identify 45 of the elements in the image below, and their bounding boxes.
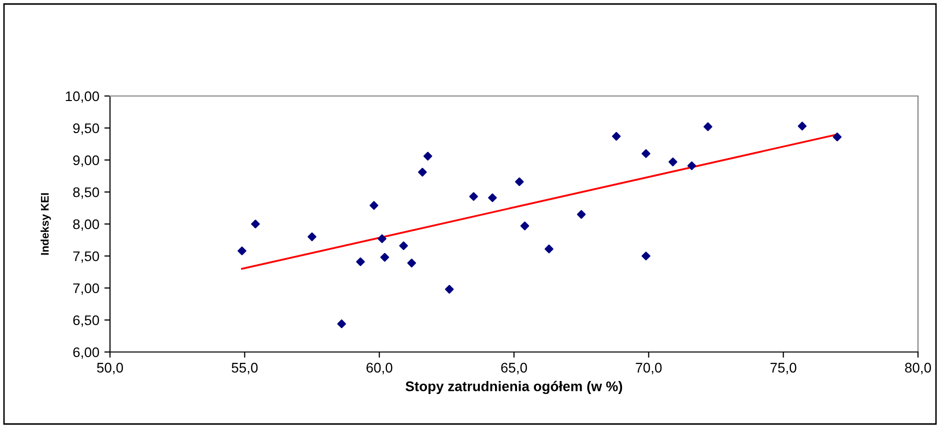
- point: [444, 284, 454, 294]
- point: [370, 201, 378, 210]
- point: [520, 222, 530, 230]
- point: [642, 252, 650, 260]
- point: [704, 122, 712, 132]
- y-tick-label: 10,00: [66, 91, 100, 103]
- x-tick-label: 50,0: [97, 362, 123, 374]
- x-tick-label: 70,0: [636, 362, 662, 374]
- point: [418, 168, 427, 177]
- point: [356, 257, 365, 266]
- point: [515, 177, 524, 186]
- point: [380, 252, 390, 262]
- point: [576, 210, 586, 219]
- y-tick-label: 8,50: [73, 187, 100, 199]
- x-tick-label: 55,0: [232, 362, 258, 374]
- point: [488, 193, 497, 202]
- y-tick-label: 6,00: [73, 347, 100, 359]
- y-tick-label: 7,00: [73, 283, 100, 295]
- y-tick-label: 7,50: [73, 251, 100, 263]
- y-tick-label: 8,00: [73, 219, 100, 231]
- point: [832, 132, 842, 142]
- x-axis-title: Stopy zatrudnienia ogółem (w %): [406, 380, 622, 394]
- y-tick-label: 6,50: [73, 315, 100, 327]
- point: [308, 232, 316, 242]
- x-tick-label: 80,0: [905, 362, 931, 374]
- point: [423, 152, 432, 161]
- point: [668, 158, 678, 166]
- point: [642, 149, 650, 158]
- point: [238, 246, 246, 256]
- point: [378, 234, 386, 244]
- point: [337, 319, 346, 328]
- point: [407, 258, 416, 268]
- y-tick-label: 9,50: [73, 123, 100, 135]
- y-axis-title: Indeksy KEI: [40, 193, 51, 255]
- point: [544, 244, 554, 254]
- point: [612, 132, 621, 141]
- x-tick-label: 65,0: [501, 362, 527, 374]
- x-tick-label: 60,0: [366, 362, 392, 374]
- point: [469, 192, 478, 201]
- y-tick-label: 9,00: [73, 155, 100, 167]
- x-tick-label: 75,0: [770, 362, 796, 374]
- point: [251, 220, 260, 228]
- point: [399, 241, 408, 250]
- point: [798, 122, 807, 130]
- point: [687, 161, 696, 170]
